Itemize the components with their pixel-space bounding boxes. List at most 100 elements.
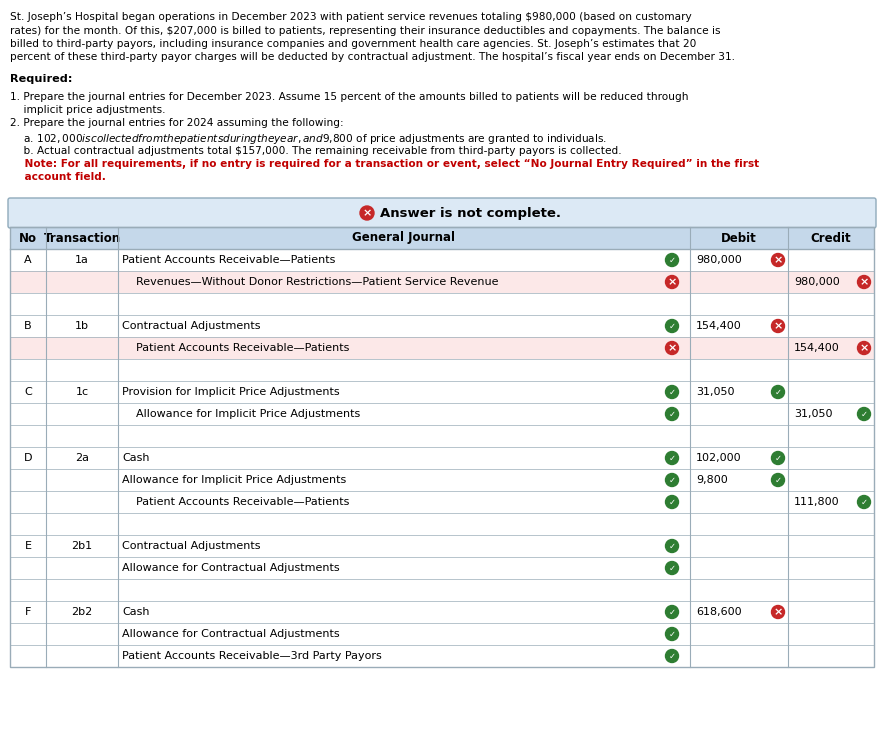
Circle shape [857, 341, 871, 355]
Bar [10, 315, 874, 337]
Bar [10, 601, 874, 623]
Text: ✓: ✓ [668, 409, 675, 418]
Text: No: No [19, 232, 37, 244]
Text: A: A [24, 255, 32, 265]
Text: ×: × [362, 208, 371, 218]
Text: ✓: ✓ [774, 476, 781, 485]
Text: Patient Accounts Receivable—3rd Party Payors: Patient Accounts Receivable—3rd Party Pa… [122, 651, 382, 661]
Text: Cash: Cash [122, 453, 149, 463]
Circle shape [857, 408, 871, 421]
Circle shape [666, 474, 679, 486]
Text: E: E [25, 541, 32, 551]
Text: b. Actual contractual adjustments total $157,000. The remaining receivable from : b. Actual contractual adjustments total … [10, 146, 621, 155]
Text: ✓: ✓ [668, 453, 675, 462]
Text: ×: × [774, 255, 782, 265]
Text: Allowance for Implicit Price Adjustments: Allowance for Implicit Price Adjustments [136, 409, 361, 419]
Circle shape [666, 562, 679, 574]
Text: Allowance for Contractual Adjustments: Allowance for Contractual Adjustments [122, 563, 339, 573]
Circle shape [666, 451, 679, 465]
Text: 2b2: 2b2 [72, 607, 93, 617]
Bar [10, 491, 874, 513]
Bar [10, 403, 874, 425]
Circle shape [666, 539, 679, 553]
Text: 154,400: 154,400 [696, 321, 742, 331]
Text: ✓: ✓ [774, 388, 781, 397]
Circle shape [857, 276, 871, 288]
Bar [10, 557, 874, 579]
Bar [10, 425, 874, 447]
Circle shape [772, 474, 784, 486]
Circle shape [666, 649, 679, 663]
Text: ✓: ✓ [668, 563, 675, 572]
Text: Cash: Cash [122, 607, 149, 617]
Bar [10, 645, 874, 667]
Text: ✓: ✓ [668, 321, 675, 330]
Bar [10, 535, 874, 557]
Text: C: C [24, 387, 32, 397]
Text: Allowance for Contractual Adjustments: Allowance for Contractual Adjustments [122, 629, 339, 639]
Bar [10, 337, 874, 359]
Text: Allowance for Implicit Price Adjustments: Allowance for Implicit Price Adjustments [122, 475, 347, 485]
Bar [10, 381, 874, 403]
Text: account field.: account field. [10, 173, 106, 182]
Text: Revenues—Without Donor Restrictions—Patient Service Revenue: Revenues—Without Donor Restrictions—Pati… [136, 277, 499, 287]
Circle shape [666, 341, 679, 355]
Text: 1a: 1a [75, 255, 89, 265]
Circle shape [857, 495, 871, 509]
Circle shape [666, 253, 679, 267]
Text: Credit: Credit [811, 232, 851, 244]
Text: 980,000: 980,000 [696, 255, 742, 265]
Circle shape [772, 385, 784, 398]
Circle shape [772, 451, 784, 465]
Text: ✓: ✓ [668, 542, 675, 551]
Bar [10, 227, 874, 667]
Text: ×: × [667, 277, 676, 287]
Text: D: D [24, 453, 32, 463]
Circle shape [666, 606, 679, 619]
Text: General Journal: General Journal [353, 232, 455, 244]
Text: F: F [25, 607, 31, 617]
Text: Patient Accounts Receivable—Patients: Patient Accounts Receivable—Patients [136, 343, 349, 353]
Text: 980,000: 980,000 [794, 277, 840, 287]
Text: Contractual Adjustments: Contractual Adjustments [122, 321, 261, 331]
Circle shape [666, 276, 679, 288]
Text: 102,000: 102,000 [696, 453, 742, 463]
Text: ✓: ✓ [668, 651, 675, 660]
Text: Provision for Implicit Price Adjustments: Provision for Implicit Price Adjustments [122, 387, 339, 397]
Text: ✓: ✓ [668, 607, 675, 616]
Text: ×: × [859, 277, 869, 287]
Circle shape [772, 253, 784, 267]
Bar [10, 293, 874, 315]
Text: Debit: Debit [721, 232, 757, 244]
Bar [10, 579, 874, 601]
Text: Answer is not complete.: Answer is not complete. [380, 206, 561, 220]
Text: 2. Prepare the journal entries for 2024 assuming the following:: 2. Prepare the journal entries for 2024 … [10, 119, 344, 128]
Circle shape [772, 320, 784, 332]
Text: implicit price adjustments.: implicit price adjustments. [10, 105, 165, 115]
Text: ×: × [774, 321, 782, 331]
Circle shape [666, 385, 679, 398]
Text: 618,600: 618,600 [696, 607, 742, 617]
Text: Required:: Required: [10, 74, 72, 84]
Text: 2a: 2a [75, 453, 89, 463]
Text: a. $102,000 is collected from the patients during the year, and $9,800 of price : a. $102,000 is collected from the patien… [10, 132, 606, 146]
FancyBboxPatch shape [8, 198, 876, 228]
Circle shape [666, 627, 679, 640]
Text: ✓: ✓ [774, 453, 781, 462]
Bar [10, 447, 874, 469]
Text: 111,800: 111,800 [794, 497, 840, 507]
Text: B: B [24, 321, 32, 331]
Text: billed to third-party payors, including insurance companies and government healt: billed to third-party payors, including … [10, 39, 697, 49]
Bar [10, 249, 874, 271]
Text: percent of these third-party payor charges will be deducted by contractual adjus: percent of these third-party payor charg… [10, 52, 735, 63]
Text: ✓: ✓ [668, 630, 675, 639]
Bar [10, 227, 874, 249]
Bar [10, 623, 874, 645]
Bar [10, 513, 874, 535]
Circle shape [666, 495, 679, 509]
Bar [10, 359, 874, 381]
Circle shape [666, 408, 679, 421]
Text: Contractual Adjustments: Contractual Adjustments [122, 541, 261, 551]
Text: 2b1: 2b1 [72, 541, 93, 551]
Text: 1c: 1c [75, 387, 88, 397]
